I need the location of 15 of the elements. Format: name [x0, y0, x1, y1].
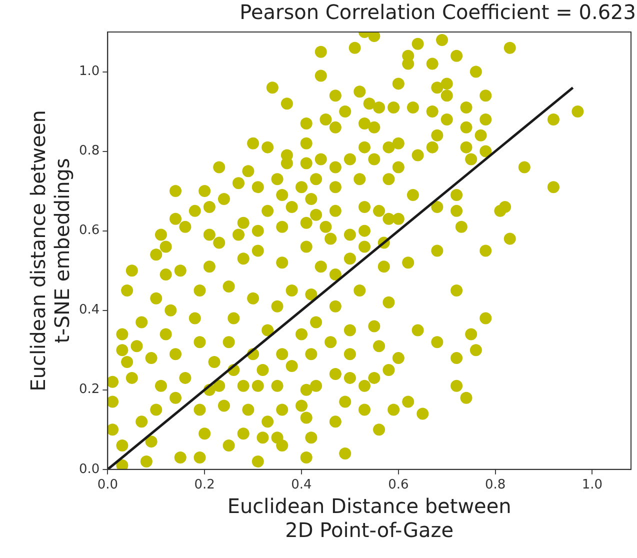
x-tick-label: 0.2 [194, 478, 215, 493]
y-tick-label: 0.0 [78, 462, 100, 477]
y-tick-label: 1.0 [78, 64, 100, 80]
y-tick-label: 0.6 [78, 223, 100, 238]
y-tick-label: 0.4 [78, 302, 100, 318]
chart-title: Pearson Correlation Coefficient = 0.623 [240, 0, 636, 24]
x-tick-label: 0.6 [388, 478, 409, 493]
y-tick-label: 0.8 [78, 144, 100, 159]
x-tick-label: 0.8 [484, 478, 506, 493]
y-tick-label: 0.2 [78, 382, 100, 398]
y-axis-title: Euclidean distance between t-SNE embeddings [26, 110, 74, 392]
x-tick-label: 0.0 [97, 478, 118, 493]
x-axis-title: Euclidean Distance between 2D Point-of-Gaze [227, 494, 512, 542]
x-tick-label: 0.4 [291, 478, 312, 493]
x-tick-label: 1.0 [582, 478, 603, 493]
